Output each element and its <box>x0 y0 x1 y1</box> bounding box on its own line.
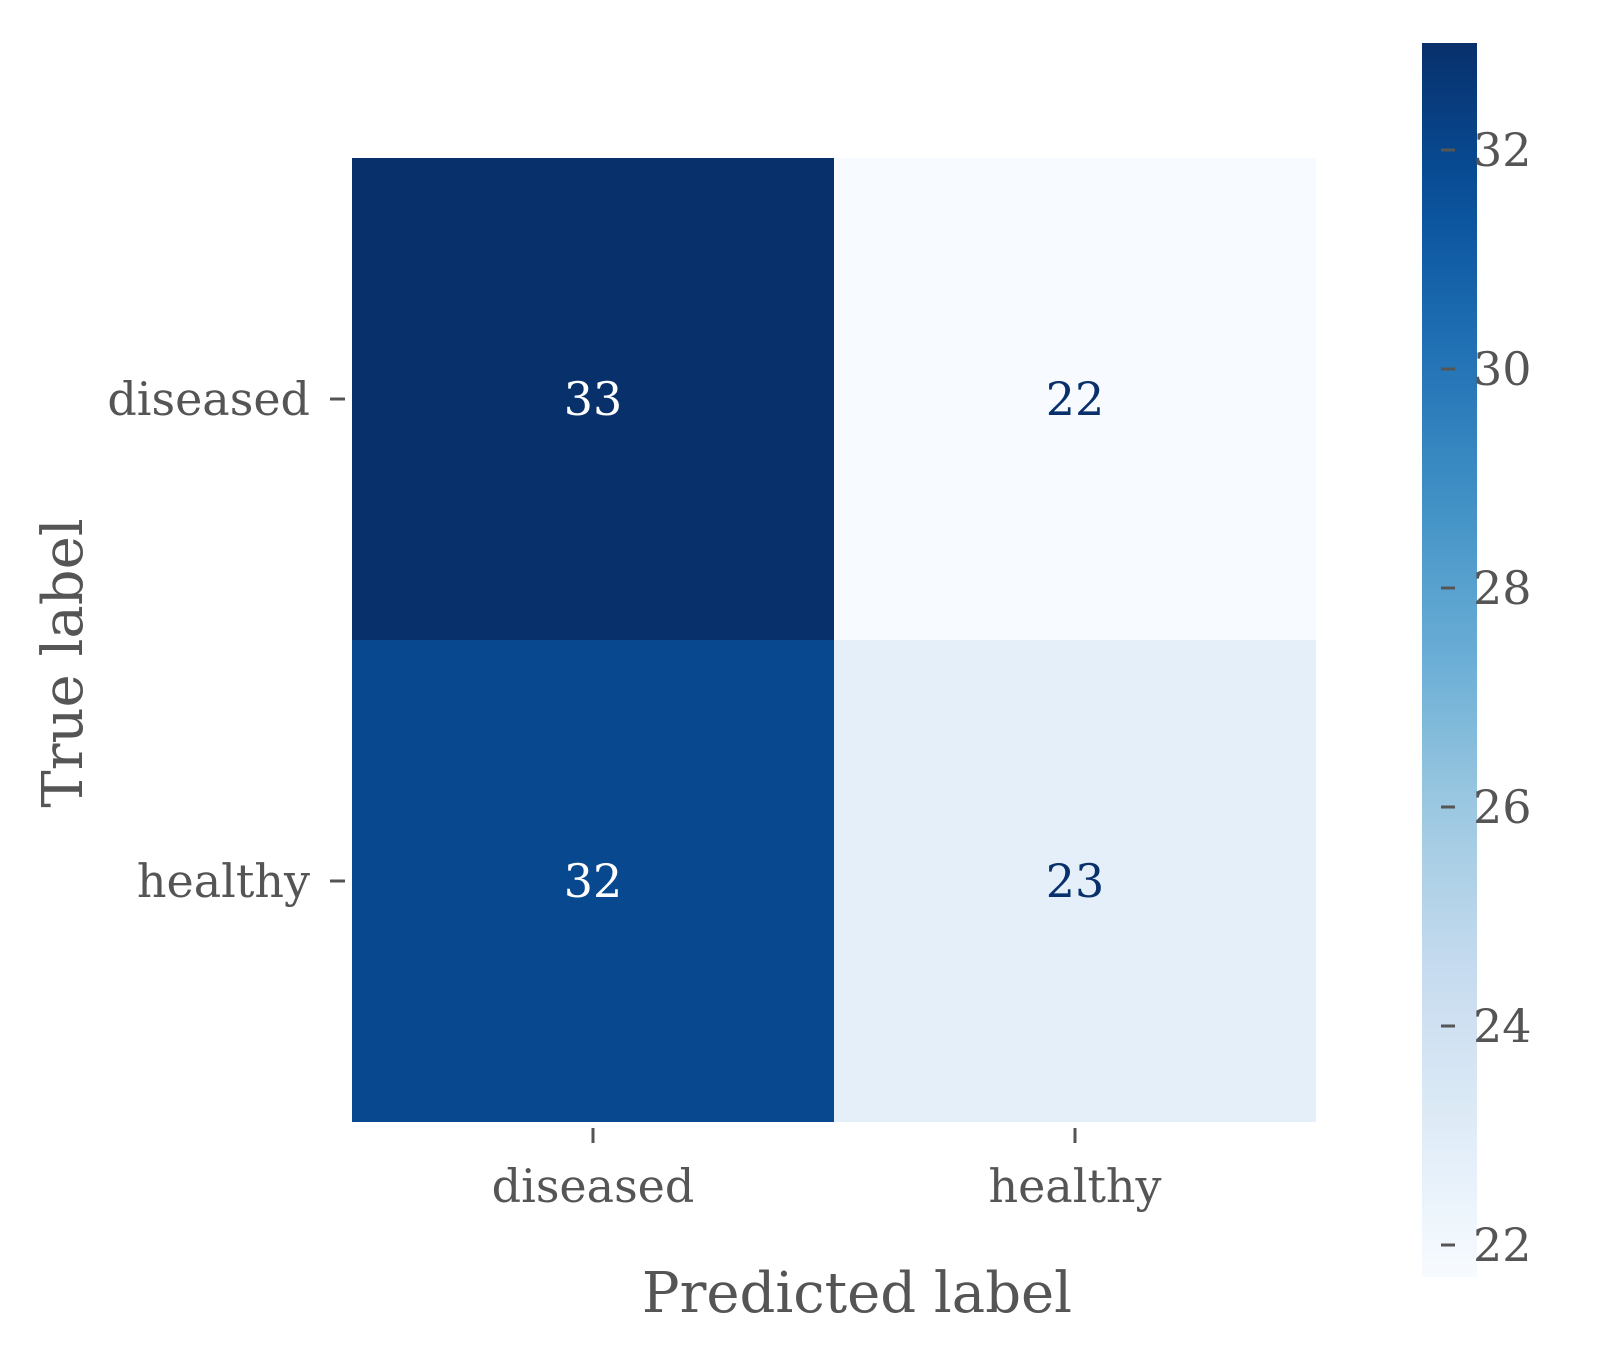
colorbar <box>1422 43 1477 1277</box>
colorbar-tick-label: 24 <box>1473 999 1532 1053</box>
colorbar-tick-label: 30 <box>1473 342 1532 396</box>
x-tick-label: healthy <box>988 1159 1161 1213</box>
heatmap-cell <box>834 640 1316 1122</box>
colorbar-tick-label: 32 <box>1473 123 1532 177</box>
y-tick-label: healthy <box>137 854 310 908</box>
colorbar-tick-label: 22 <box>1473 1218 1532 1272</box>
y-tick-label: diseased <box>107 372 310 426</box>
heatmap-cell <box>352 158 834 640</box>
colorbar-ticks: 22 24 26 28 30 32 <box>1441 123 1532 1272</box>
x-tick-label: diseased <box>492 1159 695 1213</box>
y-axis-ticks: diseased healthy <box>107 372 345 908</box>
x-axis-ticks: diseased healthy <box>492 1128 1162 1213</box>
cell-value-label: 32 <box>564 854 623 908</box>
cell-value-label: 22 <box>1046 372 1105 426</box>
cell-value-label: 33 <box>564 372 623 426</box>
colorbar-tick-label: 28 <box>1473 561 1532 615</box>
heatmap-cells <box>352 158 1316 1122</box>
heatmap-cell <box>834 158 1316 640</box>
cell-value-label: 23 <box>1046 854 1105 908</box>
heatmap-cell <box>352 640 834 1122</box>
x-axis-title: Predicted label <box>642 1261 1072 1326</box>
heatmap-cell-labels: 33 22 32 23 <box>564 372 1105 908</box>
colorbar-tick-label: 26 <box>1473 780 1532 834</box>
y-axis-title: True label <box>31 518 96 807</box>
